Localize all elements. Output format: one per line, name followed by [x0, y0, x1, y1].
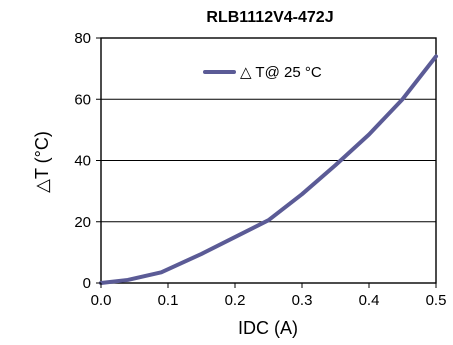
- y-tick-label-20: 20: [74, 214, 91, 231]
- x-tick-label-0.5: 0.5: [426, 292, 447, 309]
- y-axis-label: △T (°C): [32, 131, 52, 193]
- chart-title: RLB1112V4-472J: [206, 9, 333, 26]
- legend-label: △ T@ 25 °C: [240, 64, 322, 81]
- series-line-1: [99, 54, 438, 285]
- y-tick-label-80: 80: [74, 30, 91, 47]
- x-tick-label-0.2: 0.2: [225, 292, 246, 309]
- y-tick-label-60: 60: [74, 91, 91, 108]
- y-tick-label-0: 0: [83, 275, 91, 292]
- x-tick-label-0.3: 0.3: [292, 292, 313, 309]
- y-tick-label-40: 40: [74, 153, 91, 170]
- x-tick-label-0.4: 0.4: [359, 292, 380, 309]
- x-tick-label-0.1: 0.1: [158, 292, 179, 309]
- x-tick-label-0.0: 0.0: [91, 292, 112, 309]
- x-axis-label: IDC (A): [238, 318, 298, 338]
